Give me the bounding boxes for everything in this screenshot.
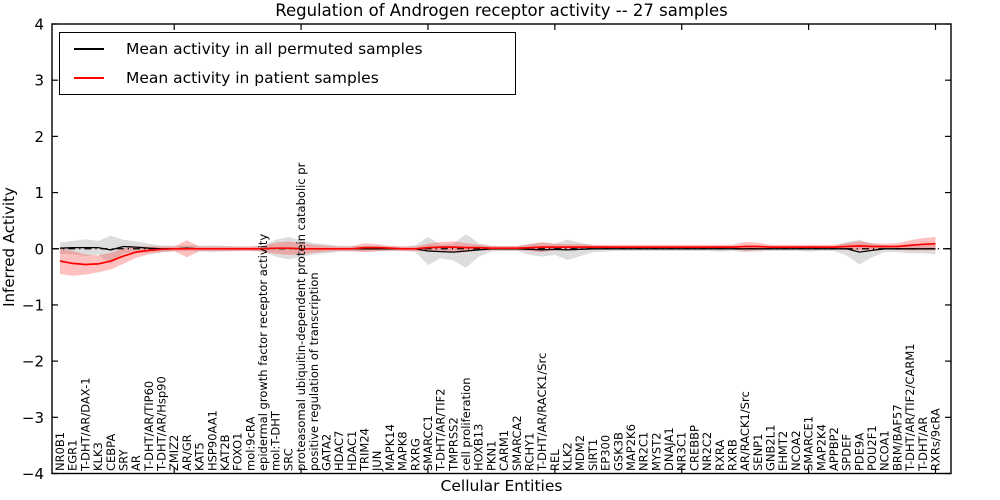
x-tick-label: MDM2 [573,435,587,471]
x-tick-label: GSK3B [611,432,625,471]
x-tick-label: MAPK14 [383,424,397,471]
axes-frame [51,23,952,475]
permuted-line-swatch [74,48,104,50]
x-tick-label: mol:T-DHT [269,410,283,471]
legend-item-permuted: Mean activity in all permuted samples [60,36,515,62]
x-tick-label: RXRs/9cRA [929,408,943,471]
x-tick-label: HDAC1 [345,431,359,471]
x-tick-label: KAT5 [193,442,207,471]
x-tick-label: T-DHT/AR/DAX-1 [78,377,92,472]
x-tick-label: TRIM24 [358,428,372,472]
y-tick-label: 1 [34,184,44,202]
x-tick-label: DNAJA1 [662,427,676,471]
x-tick-label: T-DHT/AR/TIP60 [142,381,156,472]
legend-item-patient: Mean activity in patient samples [60,65,515,91]
x-tick-label: SIRT1 [586,439,600,471]
y-tick-label: −1 [22,296,44,314]
x-tick-label: T-DHT/AR [916,417,930,472]
x-tick-label: APPBP2 [827,427,841,471]
legend-label-permuted: Mean activity in all permuted samples [126,40,423,58]
y-tick-label: 2 [34,128,44,146]
x-tick-label: epidermal growth factor receptor activit… [256,234,270,471]
patient-std-band [60,237,936,276]
x-tick-label: T-DHT/AR/RACK1/Src [535,353,549,472]
x-tick-label: HOXB13 [472,424,486,471]
x-tick-label: FOXO1 [231,433,245,471]
x-tick-label: MAPK8 [396,431,410,471]
x-tick-label: SRY [116,448,130,471]
x-tick-label: RXRB [725,439,739,471]
x-tick-label: SMARCE1 [802,416,816,471]
x-tick-label: T-DHT/AR/Hsp90 [155,376,169,472]
legend-label-patient: Mean activity in patient samples [126,69,379,87]
x-tick-label: SPDEF [840,434,854,471]
x-tick-label: PKN1 [484,441,498,471]
x-tick-label: KAT2B [218,434,232,471]
x-tick-label: mol:9cRA [243,417,257,471]
y-tick-label: −4 [22,465,44,483]
x-tick-label: BRM/BAF57 [890,404,904,471]
x-tick-label: MYST2 [649,432,663,471]
x-tick-label: NCOA1 [878,430,892,471]
x-tick-label: RXRA [713,440,727,471]
x-tick-label: REL [548,449,562,471]
x-tick-label: GNB2L1 [764,425,778,471]
x-tick-label: HDAC7 [332,431,346,471]
chart-title: Regulation of Androgen receptor activity… [275,1,728,20]
x-tick-label: EP300 [599,435,613,471]
x-tick-label: GATA2 [319,434,333,471]
x-tick-label: EHMT2 [776,431,790,471]
x-tick-label: SMARCC1 [421,415,435,471]
x-tick-label: HSP90AA1 [205,410,219,471]
x-tick-label: PDE9A [852,433,866,471]
legend: Mean activity in all permuted samples Me… [59,32,516,95]
x-tick-label: POU2F1 [865,425,879,471]
x-tick-label: T-DHT/AR/TIF2/CARM1 [903,343,917,472]
y-tick-label: −2 [22,353,44,371]
y-tick-label: −3 [22,409,44,427]
x-tick-label: MAP2K6 [624,424,638,471]
x-tick-label: NCOA2 [789,430,803,471]
x-tick-label: T-DHT/AR/TIF2 [434,388,448,472]
x-tick-label: AR [129,455,143,471]
x-tick-label: cell proliferation [459,377,473,471]
x-tick-label: SRC [281,448,295,471]
x-tick-label: RCHY1 [522,433,536,471]
x-tick-label: ZMIZ2 [167,435,181,471]
x-tick-label: NR3C1 [675,432,689,471]
x-tick-label: AR/GR [180,434,194,471]
y-tick-label: 4 [34,16,44,34]
x-tick-label: proteasomal ubiquitin-dependent protein … [294,162,308,471]
y-tick-label: 3 [34,72,44,90]
x-tick-label: EGR1 [66,440,80,472]
x-tick-label: NR2C1 [637,432,651,471]
x-tick-label: AR/RACK1/Src [738,391,752,471]
x-tick-label: MAP2K4 [814,424,828,471]
x-tick-label: NR2C2 [700,432,714,471]
y-tick-label: 0 [34,240,44,258]
patient-line-swatch [74,77,104,79]
patient-mean-line [59,242,936,266]
y-axis-label: Inferred Activity [0,187,18,307]
x-tick-label: positive regulation of transcription [307,272,321,471]
x-tick-label: TMPRSS2 [446,417,460,472]
x-axis-label: Cellular Entities [440,477,563,495]
x-tick-label: CEBPA [104,434,118,471]
x-tick-label: SMARCA2 [510,415,524,471]
x-tick-label: KLK2 [561,442,575,471]
permuted-std-band [60,234,936,268]
x-tick-label: RXRG [408,438,422,471]
x-tick-label: KLK3 [91,442,105,471]
x-tick-label: JUN [370,451,384,472]
x-tick-label: NR0B1 [53,432,67,471]
x-tick-label: SENP1 [751,434,765,471]
x-tick-label: CREBBP [687,425,701,471]
x-tick-label: CARM1 [497,430,511,471]
